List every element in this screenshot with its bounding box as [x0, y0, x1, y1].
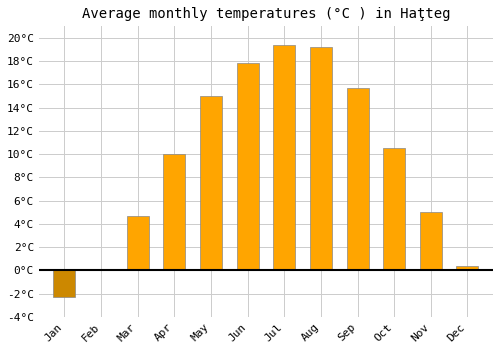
- Bar: [420, 212, 442, 270]
- Bar: [346, 88, 368, 270]
- Bar: [383, 148, 405, 270]
- Bar: [236, 63, 258, 270]
- Bar: [274, 45, 295, 270]
- Bar: [456, 266, 478, 270]
- Bar: [310, 47, 332, 270]
- Bar: [164, 154, 186, 270]
- Bar: [200, 96, 222, 270]
- Bar: [54, 270, 76, 297]
- Bar: [126, 216, 148, 270]
- Title: Average monthly temperatures (°C ) in Haţteg: Average monthly temperatures (°C ) in Ha…: [82, 7, 450, 21]
